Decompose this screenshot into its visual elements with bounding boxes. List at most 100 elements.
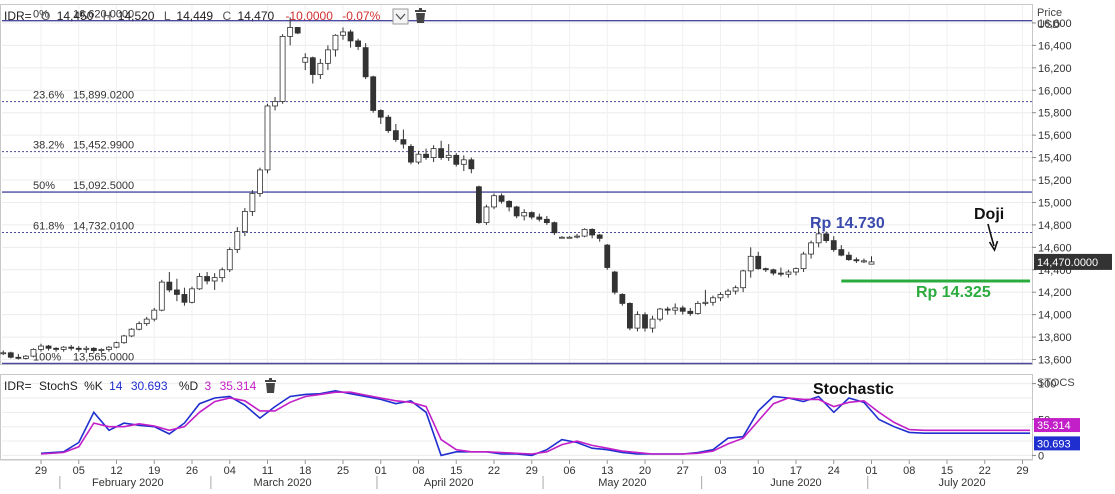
candle-down — [7, 352, 14, 358]
candle-up — [747, 255, 754, 272]
price-tick-label: 13,600 — [1038, 355, 1072, 367]
trash-icon — [265, 378, 276, 393]
fib-level-label: 61.8% — [33, 221, 64, 233]
x-tick-label: 24 — [828, 465, 840, 477]
doji-arrow — [987, 223, 999, 252]
price-y-axis[interactable]: 13,60013,80014,00014,20014,40014,60014,8… — [1032, 18, 1112, 367]
candle-down — [45, 345, 52, 349]
stoch-axis-title: STOCS — [1037, 377, 1075, 389]
candle-up — [815, 233, 822, 244]
candle-down — [173, 289, 180, 295]
stoch-legend-d-value: 35.314 — [220, 379, 257, 393]
candle-down — [604, 244, 611, 268]
candle-up — [287, 27, 294, 37]
stoch-legend-k-label: %K — [84, 379, 103, 393]
legend-close-label: C — [222, 9, 231, 23]
stochastic-layer — [40, 389, 1030, 457]
month-label: February 2020 — [92, 477, 164, 489]
price-axis-title-2: USD — [1037, 19, 1060, 31]
candle-up — [30, 349, 37, 357]
candle-up — [445, 154, 452, 158]
price-panel — [0, 4, 1033, 365]
stoch-d-line — [40, 391, 1030, 455]
candle-down — [355, 40, 362, 47]
candle-down — [513, 206, 520, 217]
candle-down — [853, 259, 860, 262]
resistance-annotation: Rp 14.730 — [810, 215, 885, 232]
price-tick-label: 14,600 — [1038, 242, 1072, 254]
candle-down — [90, 347, 97, 351]
candle-down — [408, 145, 414, 163]
candle-down — [53, 347, 59, 350]
stoch-k-badge-label: 30.693 — [1037, 438, 1071, 450]
candle-down — [453, 154, 460, 165]
candle-down — [687, 310, 694, 314]
x-tick-label: 13 — [601, 465, 613, 477]
stoch-legend-k-value: 30.693 — [131, 379, 168, 393]
candle-down — [642, 314, 648, 329]
candle-down — [498, 195, 505, 202]
x-tick-label: 22 — [979, 465, 991, 477]
candle-down — [75, 347, 82, 350]
candle-up — [672, 307, 679, 311]
price-axis-title-1: Price — [1037, 7, 1062, 19]
candle-up — [128, 328, 135, 337]
stoch-legend-k-period: 14 — [109, 379, 123, 393]
x-tick-label: 04 — [224, 465, 236, 477]
x-tick-label: 08 — [412, 465, 424, 477]
month-label: May 2020 — [598, 477, 646, 489]
candle-down — [309, 57, 316, 75]
candle-up — [521, 212, 528, 217]
candle-up — [98, 349, 105, 351]
candle-down — [181, 294, 188, 303]
price-tick-label: 15,400 — [1038, 153, 1072, 165]
stoch-delete-button[interactable] — [265, 378, 276, 393]
chevron-down-icon — [395, 13, 406, 20]
price-grid — [2, 5, 1032, 364]
legend-close-value: 14,470 — [237, 9, 274, 23]
candle-down — [166, 281, 173, 291]
candle-up — [22, 355, 29, 359]
month-label: June 2020 — [770, 477, 821, 489]
candle-up — [710, 297, 716, 303]
candle-down — [823, 233, 830, 241]
price-tick-label: 15,800 — [1038, 108, 1072, 120]
candle-up — [249, 193, 256, 212]
candle-down — [377, 110, 384, 118]
candle-up — [113, 342, 120, 348]
candle-up — [694, 303, 701, 314]
legend-delete-button[interactable] — [415, 8, 426, 23]
candle-down — [619, 294, 626, 304]
legend-low-value: 14,449 — [176, 9, 213, 23]
time-x-axis[interactable]: 29 05 12 19 26 04 11 18 25 01 08 15 22 29 06 13 20 27 03 10… — [0, 459, 1033, 489]
candle-down — [551, 222, 558, 234]
x-tick-label: 10 — [752, 465, 764, 477]
x-tick-label: 27 — [677, 465, 689, 477]
x-tick-label: 29 — [526, 465, 538, 477]
candles-layer — [0, 17, 875, 360]
candle-up — [136, 323, 143, 330]
candle-down — [347, 31, 354, 42]
candle-up — [234, 231, 241, 250]
price-tick-label: 16,400 — [1038, 40, 1072, 52]
candle-down — [536, 216, 543, 220]
candle-up — [740, 270, 747, 289]
legend-dropdown-button[interactable] — [392, 8, 409, 25]
candle-down — [506, 200, 513, 208]
fib-level-label: 38.2% — [33, 140, 64, 152]
x-tick-label: 25 — [337, 465, 349, 477]
candle-up — [302, 57, 309, 63]
candle-up — [317, 62, 324, 75]
candle-up — [121, 335, 127, 344]
fib-level-label: 50% — [33, 180, 55, 192]
candle-down — [438, 148, 445, 158]
x-tick-label: 17 — [790, 465, 802, 477]
stoch-grid — [2, 383, 1032, 456]
last-price-label: 14,470.0000 — [1037, 257, 1098, 269]
candle-up — [340, 31, 346, 36]
fib-price-label: 13,565.0000 — [73, 351, 134, 363]
candle-up — [143, 318, 150, 325]
x-tick-label: 29 — [35, 465, 47, 477]
candle-up — [189, 288, 195, 303]
